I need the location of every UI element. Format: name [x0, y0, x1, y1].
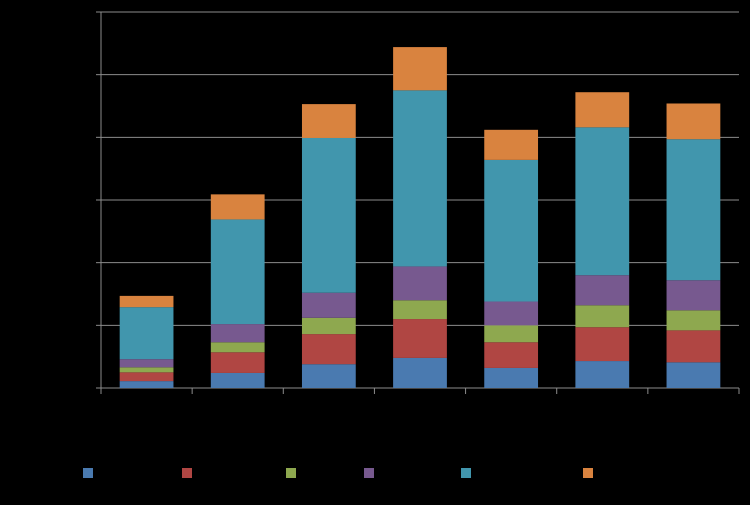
- legend-marker: [286, 468, 296, 478]
- bar-segment: [393, 90, 447, 267]
- bar-segment: [575, 275, 630, 306]
- bar-segment: [119, 381, 174, 388]
- legend-marker: [182, 468, 192, 478]
- bar-segment: [575, 327, 630, 362]
- bar-segment: [666, 330, 721, 363]
- bar-segment: [119, 295, 174, 308]
- legend-marker: [583, 468, 593, 478]
- bar-segment: [484, 367, 539, 388]
- bar-segment: [484, 301, 539, 326]
- bar-segment: [301, 364, 356, 388]
- bar-segment: [393, 47, 447, 91]
- bar-segment: [210, 342, 265, 353]
- legend-marker: [461, 468, 471, 478]
- bar-segment: [666, 280, 721, 311]
- bar-segment: [575, 305, 630, 328]
- bar-segment: [301, 317, 356, 335]
- bar-segment: [119, 372, 174, 382]
- bar-segment: [301, 104, 356, 138]
- bar-segment: [484, 342, 539, 368]
- bar-segment: [484, 129, 539, 160]
- bar-segment: [210, 219, 265, 325]
- bar-segment: [119, 359, 174, 368]
- bar-segment: [666, 362, 721, 388]
- bar-segment: [484, 325, 539, 343]
- bar-segment: [666, 310, 721, 331]
- bar-segment: [301, 137, 356, 293]
- bar-segment: [119, 307, 174, 360]
- bar-segment: [666, 139, 721, 281]
- bar-segment: [393, 357, 447, 388]
- bar-segment: [393, 319, 447, 358]
- bar-segment: [484, 159, 539, 302]
- bar-segment: [210, 352, 265, 373]
- bar-segment: [666, 103, 721, 140]
- bar-segment: [301, 292, 356, 318]
- bar-segment: [210, 194, 265, 220]
- bar-segment: [210, 324, 265, 343]
- bar-segment: [575, 92, 630, 128]
- bar-segment: [301, 334, 356, 365]
- bar-segment: [575, 361, 630, 388]
- bar-segment: [393, 266, 447, 301]
- legend-marker: [364, 468, 374, 478]
- bar-segment: [119, 367, 174, 373]
- bar-segment: [393, 300, 447, 320]
- bar-segment: [575, 127, 630, 276]
- bar-segment: [210, 372, 265, 388]
- legend-marker: [83, 468, 93, 478]
